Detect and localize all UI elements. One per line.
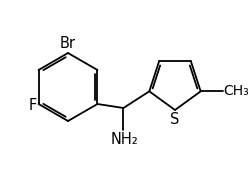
Text: Br: Br [60,36,76,51]
Text: CH₃: CH₃ [224,84,248,98]
Text: NH₂: NH₂ [111,132,138,147]
Text: S: S [170,112,180,127]
Text: F: F [28,98,36,112]
